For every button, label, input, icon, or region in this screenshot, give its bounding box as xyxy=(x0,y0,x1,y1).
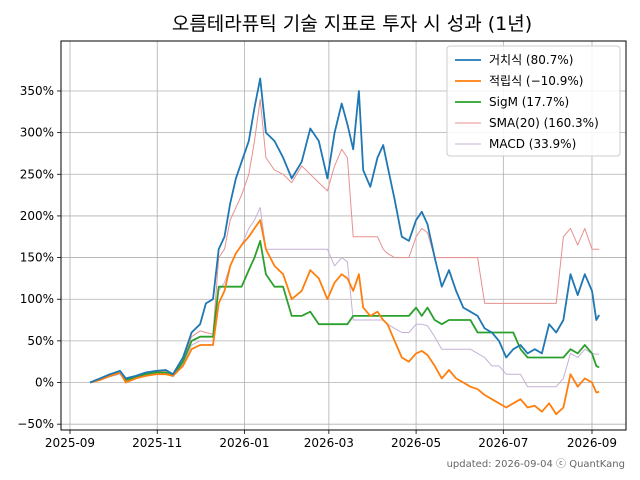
x-tick-label: 2026-01 xyxy=(219,436,269,450)
legend-label: MACD (33.9%) xyxy=(489,137,576,151)
series-lines xyxy=(89,77,600,416)
x-axis-ticks: 2025-09 2025-11 2026-01 2026-03 2026-05 2026-… xyxy=(45,430,617,450)
x-tick-label: 2026-03 xyxy=(304,436,354,450)
chart-title: 오름테라퓨틱 기술 지표로 투자 시 성과 (1년) xyxy=(172,13,532,35)
legend-label: 적립식 (−10.9%) xyxy=(489,74,583,88)
plot-frame xyxy=(60,40,627,431)
x-tick-label: 2025-09 xyxy=(45,436,95,450)
y-tick-label: 250% xyxy=(20,167,54,181)
series-line xyxy=(89,98,600,383)
y-axis-ticks: −50% 0% 50% 100% 150% 200% 250% 300% 350% xyxy=(17,84,61,431)
y-tick-label: −50% xyxy=(17,417,54,431)
series-line xyxy=(89,77,600,384)
y-tick-label: 0% xyxy=(35,376,54,390)
y-tick-label: 350% xyxy=(20,84,54,98)
y-tick-label: 150% xyxy=(20,251,54,265)
x-tick-label: 2026-07 xyxy=(478,436,528,450)
y-tick-label: 50% xyxy=(27,334,54,348)
legend-label: SMA(20) (160.3%) xyxy=(489,116,599,130)
grid xyxy=(61,41,626,430)
x-tick-label: 2026-05 xyxy=(391,436,441,450)
footer-note: updated: 2026-09-04 ⓒ QuantKang xyxy=(447,458,625,470)
legend: 거치식 (80.7%) 적립식 (−10.9%) SigM (17.7%) SMA(2… xyxy=(446,45,621,157)
x-tick-label: 2026-09 xyxy=(567,436,617,450)
legend-label: SigM (17.7%) xyxy=(489,95,569,109)
y-tick-label: 100% xyxy=(20,292,54,306)
x-tick-label: 2025-11 xyxy=(132,436,182,450)
legend-box xyxy=(446,45,621,157)
series-line xyxy=(89,219,600,416)
y-tick-label: 200% xyxy=(20,209,54,223)
legend-label: 거치식 (80.7%) xyxy=(489,53,573,67)
y-tick-label: 300% xyxy=(20,126,54,140)
series-line xyxy=(89,240,600,384)
series-line xyxy=(89,207,600,388)
